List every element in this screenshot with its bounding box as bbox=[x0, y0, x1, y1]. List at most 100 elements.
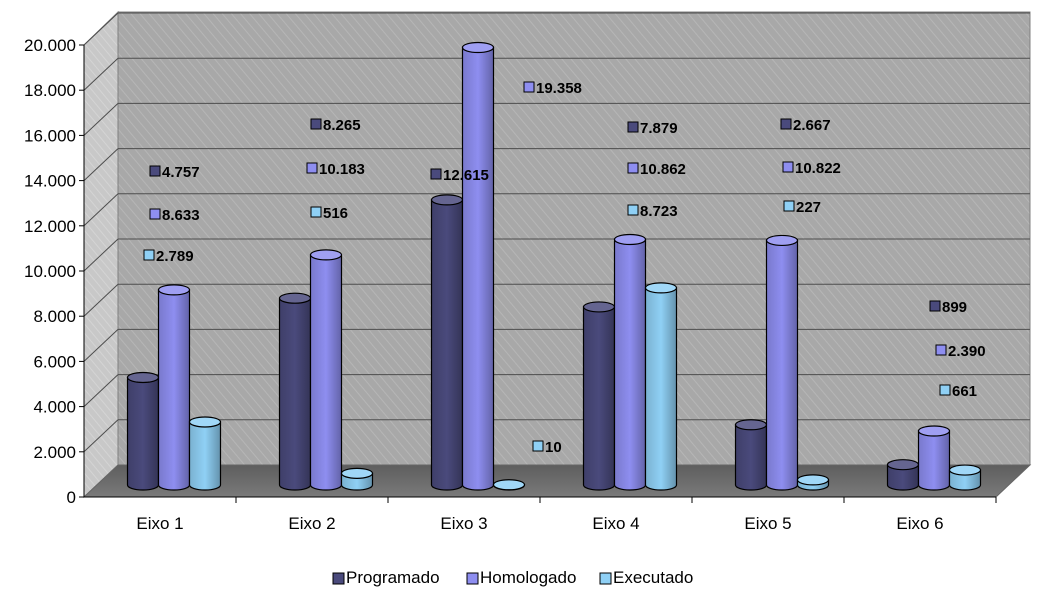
data-label-programado-eixo-3: 12.615 bbox=[430, 167, 489, 184]
bar-homologado-eixo-3 bbox=[461, 41, 495, 491]
gridline-side bbox=[83, 57, 119, 91]
data-label-programado-eixo-2: 8.265 bbox=[310, 117, 361, 134]
data-label-text: 2.667 bbox=[793, 117, 831, 134]
bar-body bbox=[461, 46, 495, 491]
data-label-swatch bbox=[143, 249, 155, 261]
y-tick-label: 12.000 bbox=[24, 217, 76, 236]
bar-executado-eixo-5 bbox=[796, 474, 830, 491]
bar-body bbox=[188, 421, 222, 491]
data-label-swatch bbox=[310, 118, 322, 130]
bar-programado-eixo-2 bbox=[278, 292, 312, 491]
data-label-swatch bbox=[310, 206, 322, 218]
gridline-side bbox=[83, 103, 119, 136]
bar-body bbox=[948, 469, 982, 491]
gridline-side bbox=[83, 419, 119, 453]
gridlines bbox=[83, 12, 1030, 453]
data-label-homologado-eixo-4: 10.862 bbox=[627, 161, 686, 178]
data-label-swatch bbox=[430, 168, 442, 180]
y-tick-label: 16.000 bbox=[24, 126, 76, 145]
y-tick-label: 10.000 bbox=[24, 262, 76, 281]
data-label-swatch bbox=[935, 344, 947, 356]
data-label-executado-eixo-3: 10 bbox=[532, 439, 562, 456]
data-label-text: 2.789 bbox=[156, 248, 194, 265]
data-label-text: 10.862 bbox=[640, 161, 686, 178]
y-tick-label: 14.000 bbox=[24, 172, 76, 191]
data-label-text: 2.390 bbox=[948, 343, 986, 360]
y-tick-label: 8.000 bbox=[33, 307, 76, 326]
y-axis-ticks: 0 2.000 4.000 6.000 8.000 10.000 12.000 14.000 1… bbox=[24, 36, 84, 507]
x-category-label: Eixo 4 bbox=[592, 514, 639, 533]
bar-top bbox=[917, 425, 951, 437]
data-label-swatch bbox=[783, 200, 795, 212]
data-label-swatch bbox=[149, 165, 161, 177]
legend: Programado Homologado Executado bbox=[332, 568, 693, 587]
data-label-text: 19.358 bbox=[536, 80, 582, 97]
legend-item-programado: Programado bbox=[332, 568, 440, 587]
legend-label-programado: Programado bbox=[346, 568, 440, 587]
bar-body bbox=[278, 297, 312, 491]
legend-label-executado: Executado bbox=[613, 568, 693, 587]
bar-body bbox=[582, 306, 616, 491]
data-label-swatch bbox=[939, 384, 951, 396]
data-label-programado-eixo-4: 7.879 bbox=[627, 120, 678, 137]
bar-body bbox=[309, 254, 343, 491]
y-tick-label: 18.000 bbox=[24, 81, 76, 100]
data-label-homologado-eixo-3: 19.358 bbox=[523, 80, 582, 97]
bar-body bbox=[430, 199, 464, 491]
bar-programado-eixo-1 bbox=[126, 371, 160, 491]
gridline-side bbox=[83, 193, 119, 227]
legend-swatch-homologado bbox=[466, 572, 479, 585]
bar-top bbox=[734, 419, 768, 431]
data-label-text: 899 bbox=[942, 299, 967, 316]
bar-body bbox=[613, 238, 647, 491]
legend-label-homologado: Homologado bbox=[480, 568, 576, 587]
data-label-swatch bbox=[532, 440, 544, 452]
data-label-swatch bbox=[780, 118, 792, 130]
data-label-executado-eixo-5: 227 bbox=[783, 199, 821, 216]
bar-homologado-eixo-5 bbox=[765, 234, 799, 491]
y-tick-label: 6.000 bbox=[33, 352, 76, 371]
bar-top bbox=[613, 233, 647, 246]
bar-executado-eixo-6 bbox=[948, 464, 982, 491]
bar-programado-eixo-4 bbox=[582, 301, 616, 491]
gridline-side bbox=[83, 12, 119, 46]
bar-top bbox=[278, 292, 312, 304]
data-label-text: 8.723 bbox=[640, 203, 678, 220]
gridline-side bbox=[83, 374, 119, 407]
bars bbox=[126, 41, 982, 491]
data-label-swatch bbox=[627, 204, 639, 216]
data-label-text: 8.633 bbox=[162, 207, 200, 224]
data-label-swatch bbox=[306, 162, 318, 174]
bar-body bbox=[917, 430, 951, 491]
x-category-label: Eixo 1 bbox=[136, 514, 183, 533]
bar-body bbox=[644, 287, 678, 491]
data-label-text: 227 bbox=[796, 199, 821, 216]
gridline-side bbox=[83, 329, 119, 362]
bar-top bbox=[948, 464, 982, 476]
bar-top bbox=[765, 234, 799, 247]
data-label-executado-eixo-1: 2.789 bbox=[143, 248, 194, 265]
bar-top bbox=[886, 459, 920, 471]
bar-body bbox=[126, 376, 160, 491]
data-label-swatch bbox=[523, 81, 535, 93]
data-label-text: 10.183 bbox=[319, 161, 365, 178]
bar-programado-eixo-3 bbox=[430, 194, 464, 491]
bar-programado-eixo-5 bbox=[734, 419, 768, 491]
legend-item-homologado: Homologado bbox=[466, 568, 576, 587]
data-label-programado-eixo-1: 4.757 bbox=[149, 164, 200, 181]
x-category-label: Eixo 2 bbox=[288, 514, 335, 533]
data-label-homologado-eixo-5: 10.822 bbox=[782, 160, 841, 177]
data-label-swatch bbox=[149, 208, 161, 220]
y-tick-label: 4.000 bbox=[33, 398, 76, 417]
bar-homologado-eixo-6 bbox=[917, 425, 951, 491]
data-label-swatch bbox=[627, 162, 639, 174]
data-label-text: 4.757 bbox=[162, 164, 200, 181]
gridline-side bbox=[83, 283, 119, 317]
bar-top bbox=[430, 194, 464, 206]
data-label-homologado-eixo-6: 2.390 bbox=[935, 343, 986, 360]
data-label-text: 12.615 bbox=[443, 167, 489, 184]
bar-top bbox=[492, 479, 526, 491]
data-label-text: 661 bbox=[952, 383, 977, 400]
bar-homologado-eixo-4 bbox=[613, 233, 647, 491]
